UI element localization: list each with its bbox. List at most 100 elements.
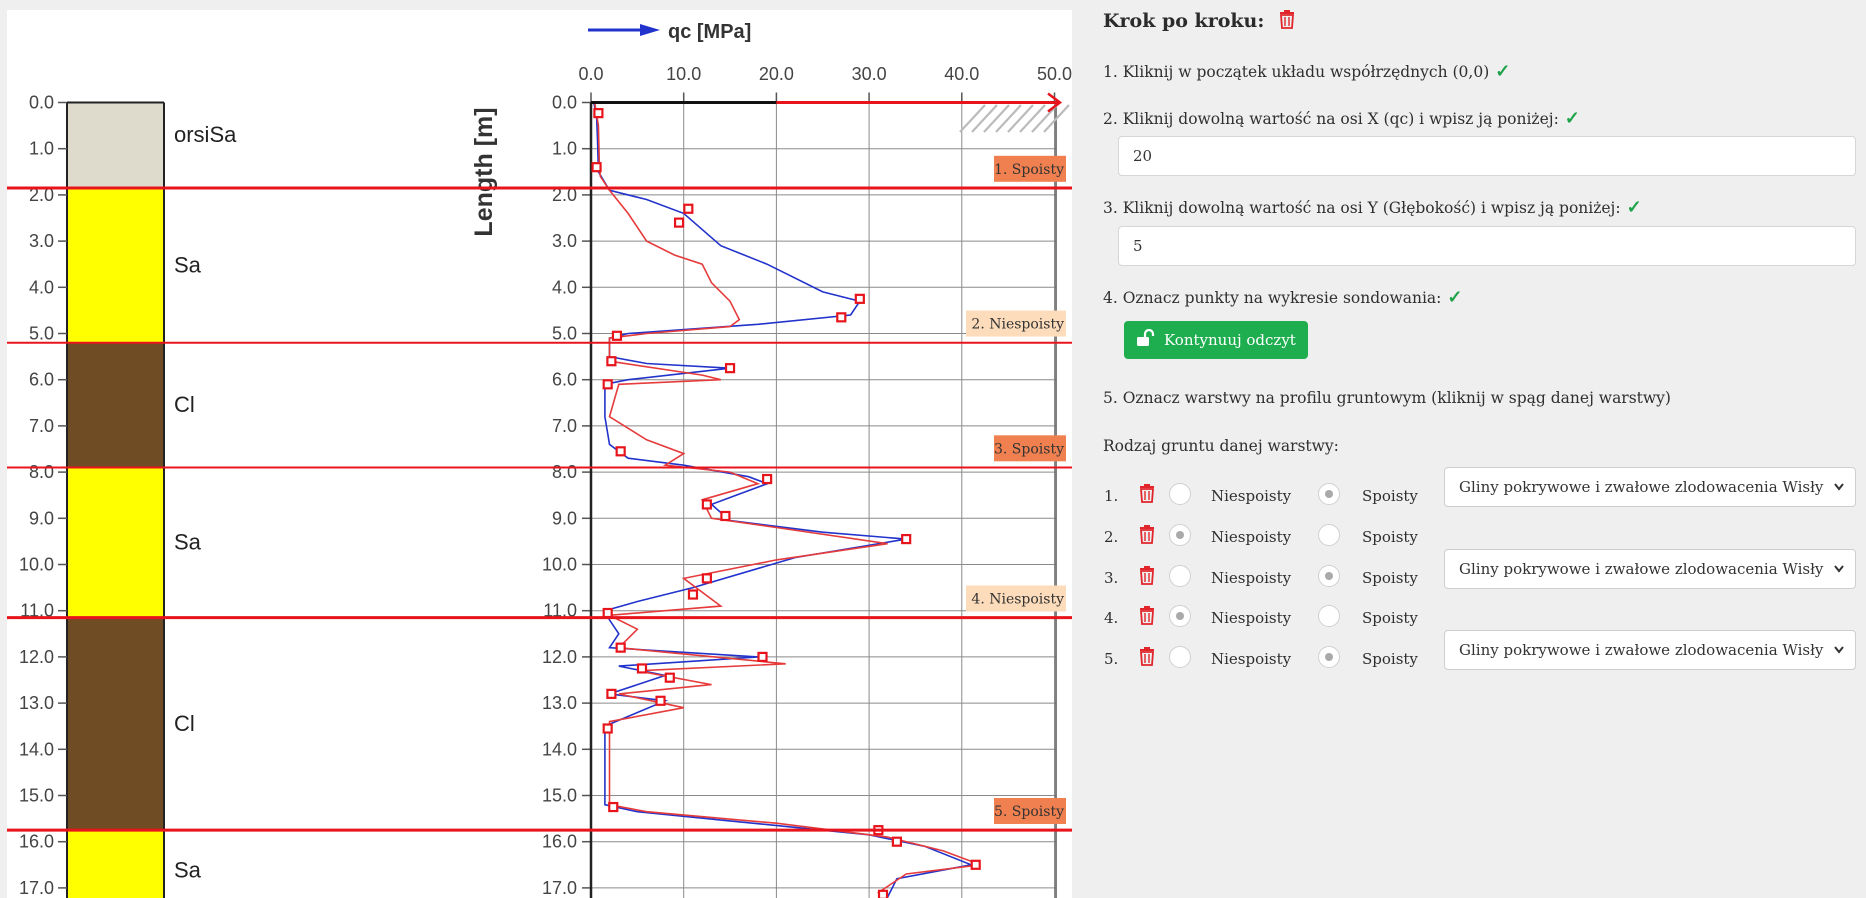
soil-depth-tick-label: 6.0: [29, 370, 54, 390]
soil-layer: [68, 467, 164, 618]
soil-depth-tick-label: 0.0: [29, 93, 54, 113]
radio-spoisty[interactable]: [1318, 646, 1340, 669]
trash-icon[interactable]: [1279, 10, 1295, 34]
reading-point-marker: [591, 162, 602, 173]
soil-category-select[interactable]: Gliny pokrywowe i zwałowe zlodowacenia W…: [1444, 548, 1856, 589]
hatch-line: [1019, 104, 1046, 133]
y-tick-label: 11.0: [543, 601, 577, 621]
hatch-line: [1031, 104, 1058, 133]
radio-niespoisty[interactable]: [1169, 605, 1191, 628]
y-tick-label: 0.0: [552, 93, 577, 113]
reading-point-marker: [877, 889, 889, 898]
reading-point-marker: [701, 573, 712, 584]
hatch-line: [971, 104, 998, 133]
layer-tag-label: 1. Spoisty: [994, 162, 1064, 178]
reading-point-marker: [593, 108, 604, 119]
radio-niespoisty[interactable]: [1169, 564, 1191, 587]
layer-row: 3. Niespoisty Spoisty Gliny pokrywowe i zwa…: [1072, 548, 1866, 609]
y-tick-label: 1.0: [552, 139, 577, 159]
soil-depth-tick-label: 11.0: [20, 601, 54, 621]
soil-depth-tick-label: 9.0: [29, 508, 54, 528]
x-tick-label: 0.0: [578, 64, 603, 84]
step-panel: Krok po kroku: 1. Kliknij w początek ukł…: [1072, 0, 1866, 898]
radio-spoisty[interactable]: [1318, 564, 1340, 587]
check-icon: ✓: [1626, 197, 1642, 218]
soil-depth-tick-label: 8.0: [29, 462, 54, 482]
radio-spoisty[interactable]: [1318, 483, 1340, 505]
layer-row: 5. Niespoisty Spoisty Gliny pokrywowe i zwa…: [1072, 630, 1866, 690]
chevron-down-icon: [1833, 468, 1845, 506]
radio-spoisty-label: Spoisty: [1362, 609, 1418, 628]
radio-niespoisty[interactable]: [1169, 483, 1191, 505]
y-tick-label: 15.0: [542, 786, 577, 806]
soil-layer-label: Sa: [174, 530, 202, 555]
soil-category-select[interactable]: Gliny pokrywowe i zwałowe zlodowacenia W…: [1444, 630, 1856, 671]
soil-category-value: Gliny pokrywowe i zwałowe zlodowacenia W…: [1459, 641, 1824, 660]
layer-tag-box: [994, 797, 1066, 824]
reading-point-marker: [615, 446, 626, 457]
y-tick-label: 16.0: [542, 832, 577, 852]
step-5: 5. Oznacz warstwy na profilu gruntowym (…: [1103, 389, 1671, 407]
reading-point-marker: [611, 330, 623, 341]
reading-point-marker: [606, 356, 617, 367]
reading-point-marker: [683, 203, 694, 214]
x-tick-label: 10.0: [666, 64, 701, 84]
calibration-arrow: [1047, 92, 1063, 113]
radio-niespoisty-label: Niespoisty: [1211, 527, 1292, 546]
trash-icon[interactable]: [1139, 484, 1155, 507]
chart-background: [7, 10, 1072, 898]
y-tick-label: 3.0: [552, 231, 577, 251]
reading-point-marker: [757, 651, 768, 663]
layer-row: 2. Niespoisty Spoisty: [1072, 523, 1866, 568]
x-tick-label: 50.0: [1037, 64, 1072, 84]
y-tick-label: 13.0: [542, 693, 577, 713]
y-axis-value-input[interactable]: 5: [1118, 226, 1856, 266]
reading-point-marker: [836, 312, 847, 323]
layer-tag-box: [966, 585, 1066, 612]
trash-icon[interactable]: [1139, 565, 1155, 589]
qc-series-line: [593, 102, 974, 898]
radio-niespoisty-label: Niespoisty: [1211, 487, 1292, 505]
step-3: 3. Kliknij dowolną wartość na osi Y (Głę…: [1103, 197, 1642, 218]
soil-depth-tick-label: 4.0: [29, 277, 54, 297]
radio-niespoisty-label: Niespoisty: [1211, 568, 1292, 587]
trash-icon[interactable]: [1139, 647, 1155, 670]
continue-reading-button[interactable]: Kontynuuj odczyt: [1124, 321, 1308, 359]
sounding-chart-area[interactable]: orsiSa Sa Cl Sa Cl Sa 0.0 1.0 2.0 3.0 4.0 5.0 6.0 7.0…: [0, 0, 1072, 898]
legend-label: qc [MPa]: [668, 21, 751, 43]
layer-tag-box: [966, 310, 1066, 337]
soil-depth-tick-label: 15.0: [19, 786, 54, 806]
trash-icon[interactable]: [1139, 606, 1155, 629]
hatch-line: [1007, 104, 1034, 133]
layer-tag-box: [994, 155, 1066, 182]
radio-niespoisty[interactable]: [1169, 523, 1191, 546]
soil-depth-tick-label: 12.0: [19, 647, 54, 667]
cpt-chart[interactable]: orsiSa Sa Cl Sa Cl Sa 0.0 1.0 2.0 3.0 4.0 5.0 6.0 7.0…: [0, 0, 1072, 898]
soil-depth-tick-label: 7.0: [29, 416, 54, 436]
y-tick-label: 17.0: [542, 878, 577, 898]
x-axis-value-input[interactable]: 20: [1118, 136, 1856, 176]
reading-point-marker: [602, 723, 613, 734]
radio-spoisty[interactable]: [1318, 523, 1340, 546]
step-1-text: 1. Kliknij w początek układu współrzędny…: [1103, 63, 1490, 81]
layer-number: 1.: [1104, 487, 1119, 505]
reading-point-marker: [673, 217, 685, 228]
chevron-down-icon: [1833, 631, 1845, 669]
trash-icon[interactable]: [1139, 524, 1155, 548]
step-4: 4. Oznacz punkty na wykresie sondowania:…: [1103, 287, 1462, 308]
soil-depth-tick-label: 14.0: [19, 739, 54, 759]
reading-point-marker: [608, 801, 619, 813]
reading-point-marker: [687, 589, 699, 600]
radio-spoisty-label: Spoisty: [1362, 568, 1418, 587]
soil-category-select[interactable]: Gliny pokrywowe i zwałowe zlodowacenia W…: [1444, 467, 1856, 507]
reading-point-marker: [664, 672, 675, 683]
soil-type-label: Rodzaj gruntu danej warstwy:: [1103, 437, 1339, 455]
y-tick-label: 9.0: [552, 508, 577, 528]
hatch-line: [1043, 104, 1070, 133]
hatch-line: [983, 104, 1010, 133]
radio-niespoisty[interactable]: [1169, 646, 1191, 669]
hatch-pattern: [959, 104, 1070, 133]
hatch-line: [995, 104, 1022, 133]
radio-spoisty[interactable]: [1318, 605, 1340, 628]
layer-number: 5.: [1104, 650, 1119, 669]
